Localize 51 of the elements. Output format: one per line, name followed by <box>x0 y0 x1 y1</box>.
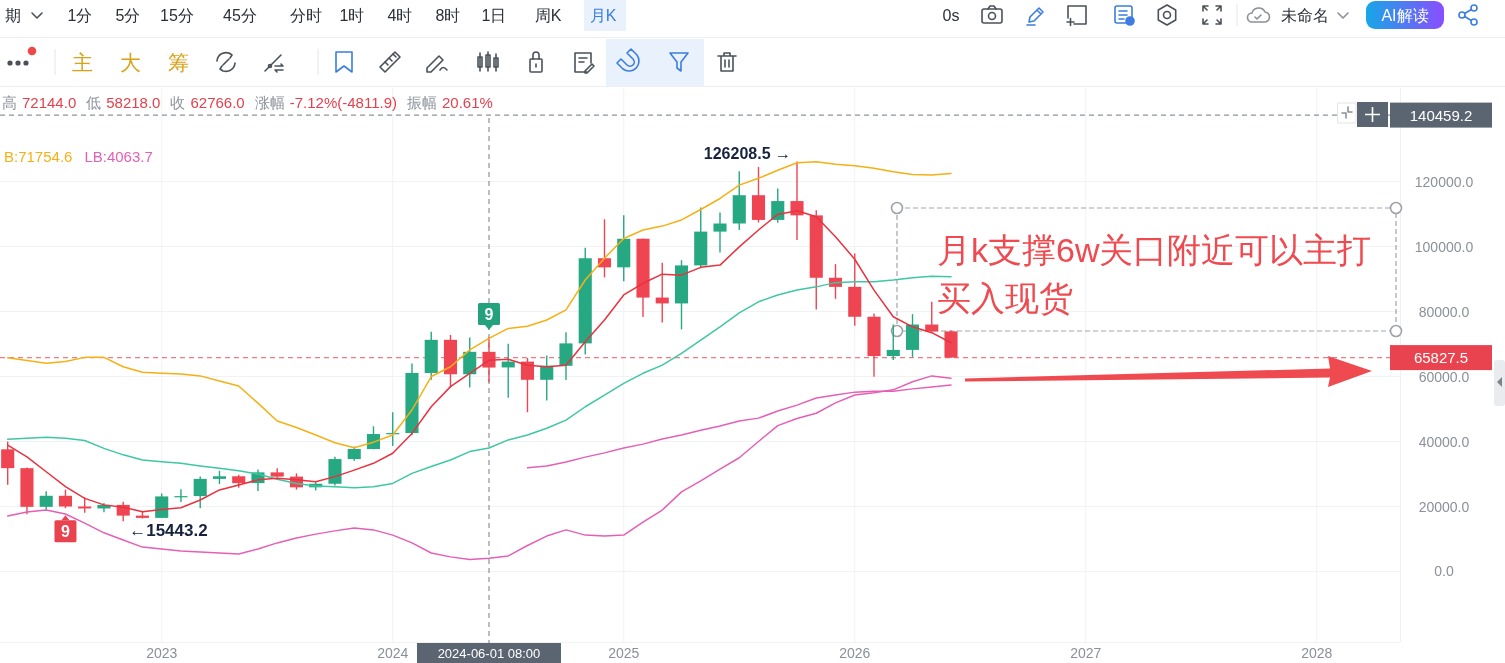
text: 1时 <box>339 6 365 24</box>
annotation: 62766.0 <box>190 93 245 111</box>
y-tick-label: 120000.0 <box>1414 173 1474 190</box>
x-tick-label: 2028 <box>1301 645 1333 661</box>
text: 0s <box>942 6 960 24</box>
ref-line-label: 65827.5 <box>1413 349 1469 367</box>
annotation: 振幅 <box>406 93 437 111</box>
annotation: 涨幅 <box>254 93 285 111</box>
annotation: 58218.0 <box>106 93 161 111</box>
annotation: 高 <box>2 93 17 111</box>
text: 45分 <box>223 6 257 24</box>
x-tick-label: 2025 <box>608 645 640 661</box>
annotation: 收 <box>170 93 186 111</box>
text: 1日 <box>481 6 507 24</box>
text: 5分 <box>115 6 141 24</box>
annotation: 月k支撑6w关口附近可以主打买入现货 <box>937 231 1372 317</box>
annotation: ←15443.2 <box>129 520 208 540</box>
text: LB:4063.7 <box>84 147 153 165</box>
text: 月K <box>589 6 617 24</box>
text: 未命名 <box>1281 6 1329 24</box>
annotation: -7.12%(-4811.9) <box>289 93 397 111</box>
y-tick-label: 60000.0 <box>1418 368 1470 385</box>
x-tick-label: 2027 <box>1070 645 1102 661</box>
text: 期 <box>5 6 21 24</box>
y-tick-label: 0.0 <box>1434 563 1454 580</box>
text: 4时 <box>387 6 413 24</box>
text: 大 <box>119 50 141 74</box>
text: B:71754.6 <box>4 147 73 165</box>
annotation: 9 <box>484 306 494 324</box>
text: 主 <box>71 50 93 74</box>
y-tick-label: 20000.0 <box>1418 498 1470 515</box>
text: 筹 <box>167 50 189 74</box>
annotation: 低 <box>86 93 102 111</box>
annotation: 20.61% <box>441 93 493 111</box>
y-tick-label: 80000.0 <box>1418 303 1470 320</box>
annotation: 72144.0 <box>22 93 77 111</box>
ref-line-label: 2024-06-01 08:00 <box>437 645 541 661</box>
annotation: 9 <box>61 523 70 541</box>
x-tick-label: 2026 <box>839 645 871 661</box>
text: 8时 <box>435 6 461 24</box>
text: 分时 <box>290 6 322 24</box>
y-tick-label: 40000.0 <box>1418 433 1470 450</box>
annotation: 126208.5 → <box>703 144 791 162</box>
text: 15分 <box>160 6 194 24</box>
text: 1分 <box>67 6 93 24</box>
ref-line-label: 140459.2 <box>1409 106 1473 124</box>
x-tick-label: 2024 <box>377 645 409 661</box>
text: AI解读 <box>1381 6 1429 24</box>
x-tick-label: 2023 <box>146 645 178 661</box>
text: 周K <box>534 6 562 24</box>
y-tick-label: 100000.0 <box>1414 238 1474 255</box>
